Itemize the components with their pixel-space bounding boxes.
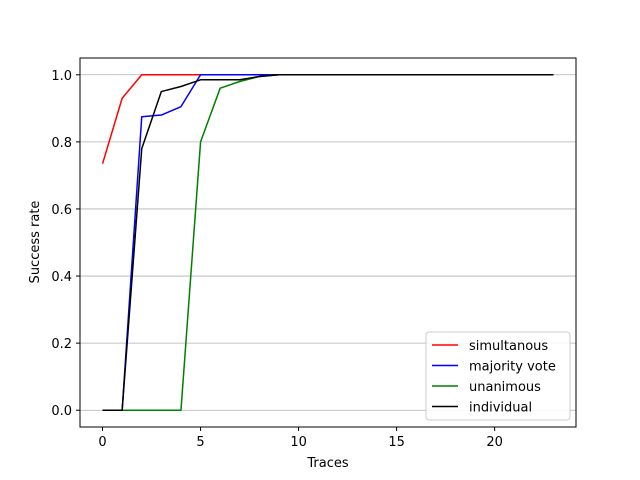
y-tick-label: 0.6	[51, 203, 72, 218]
legend-box	[425, 331, 571, 421]
y-tick-label: 1.0	[51, 69, 72, 84]
x-tick-label: 15	[388, 435, 405, 450]
legend-label: majority vote	[469, 360, 556, 375]
plot-frame	[79, 57, 577, 428]
x-tick-label: 0	[98, 435, 106, 450]
y-axis-title: Success rate	[28, 201, 43, 284]
y-axis-ticks: 0.0 0.2 0.4 0.6 0.8 1.0	[51, 69, 80, 419]
y-tick-label: 0.4	[51, 270, 72, 285]
legend-label: individual	[469, 401, 532, 416]
x-tick-label: 20	[486, 435, 503, 450]
x-axis-ticks: 0 5 10 15 20	[98, 427, 503, 450]
y-tick-label: 0.2	[51, 337, 72, 352]
series-lines	[101, 74, 554, 411]
series-line-individual	[102, 74, 554, 411]
legend-label: simultanous	[469, 339, 548, 354]
x-tick-label: 5	[196, 435, 204, 450]
x-tick-label: 10	[290, 435, 307, 450]
x-axis-title: Traces	[306, 456, 348, 471]
legend: simultanous majority vote unanimous individ…	[425, 331, 571, 421]
y-tick-label: 0.8	[51, 136, 72, 151]
legend-label: unanimous	[469, 380, 541, 395]
y-tick-label: 0.0	[51, 404, 72, 419]
